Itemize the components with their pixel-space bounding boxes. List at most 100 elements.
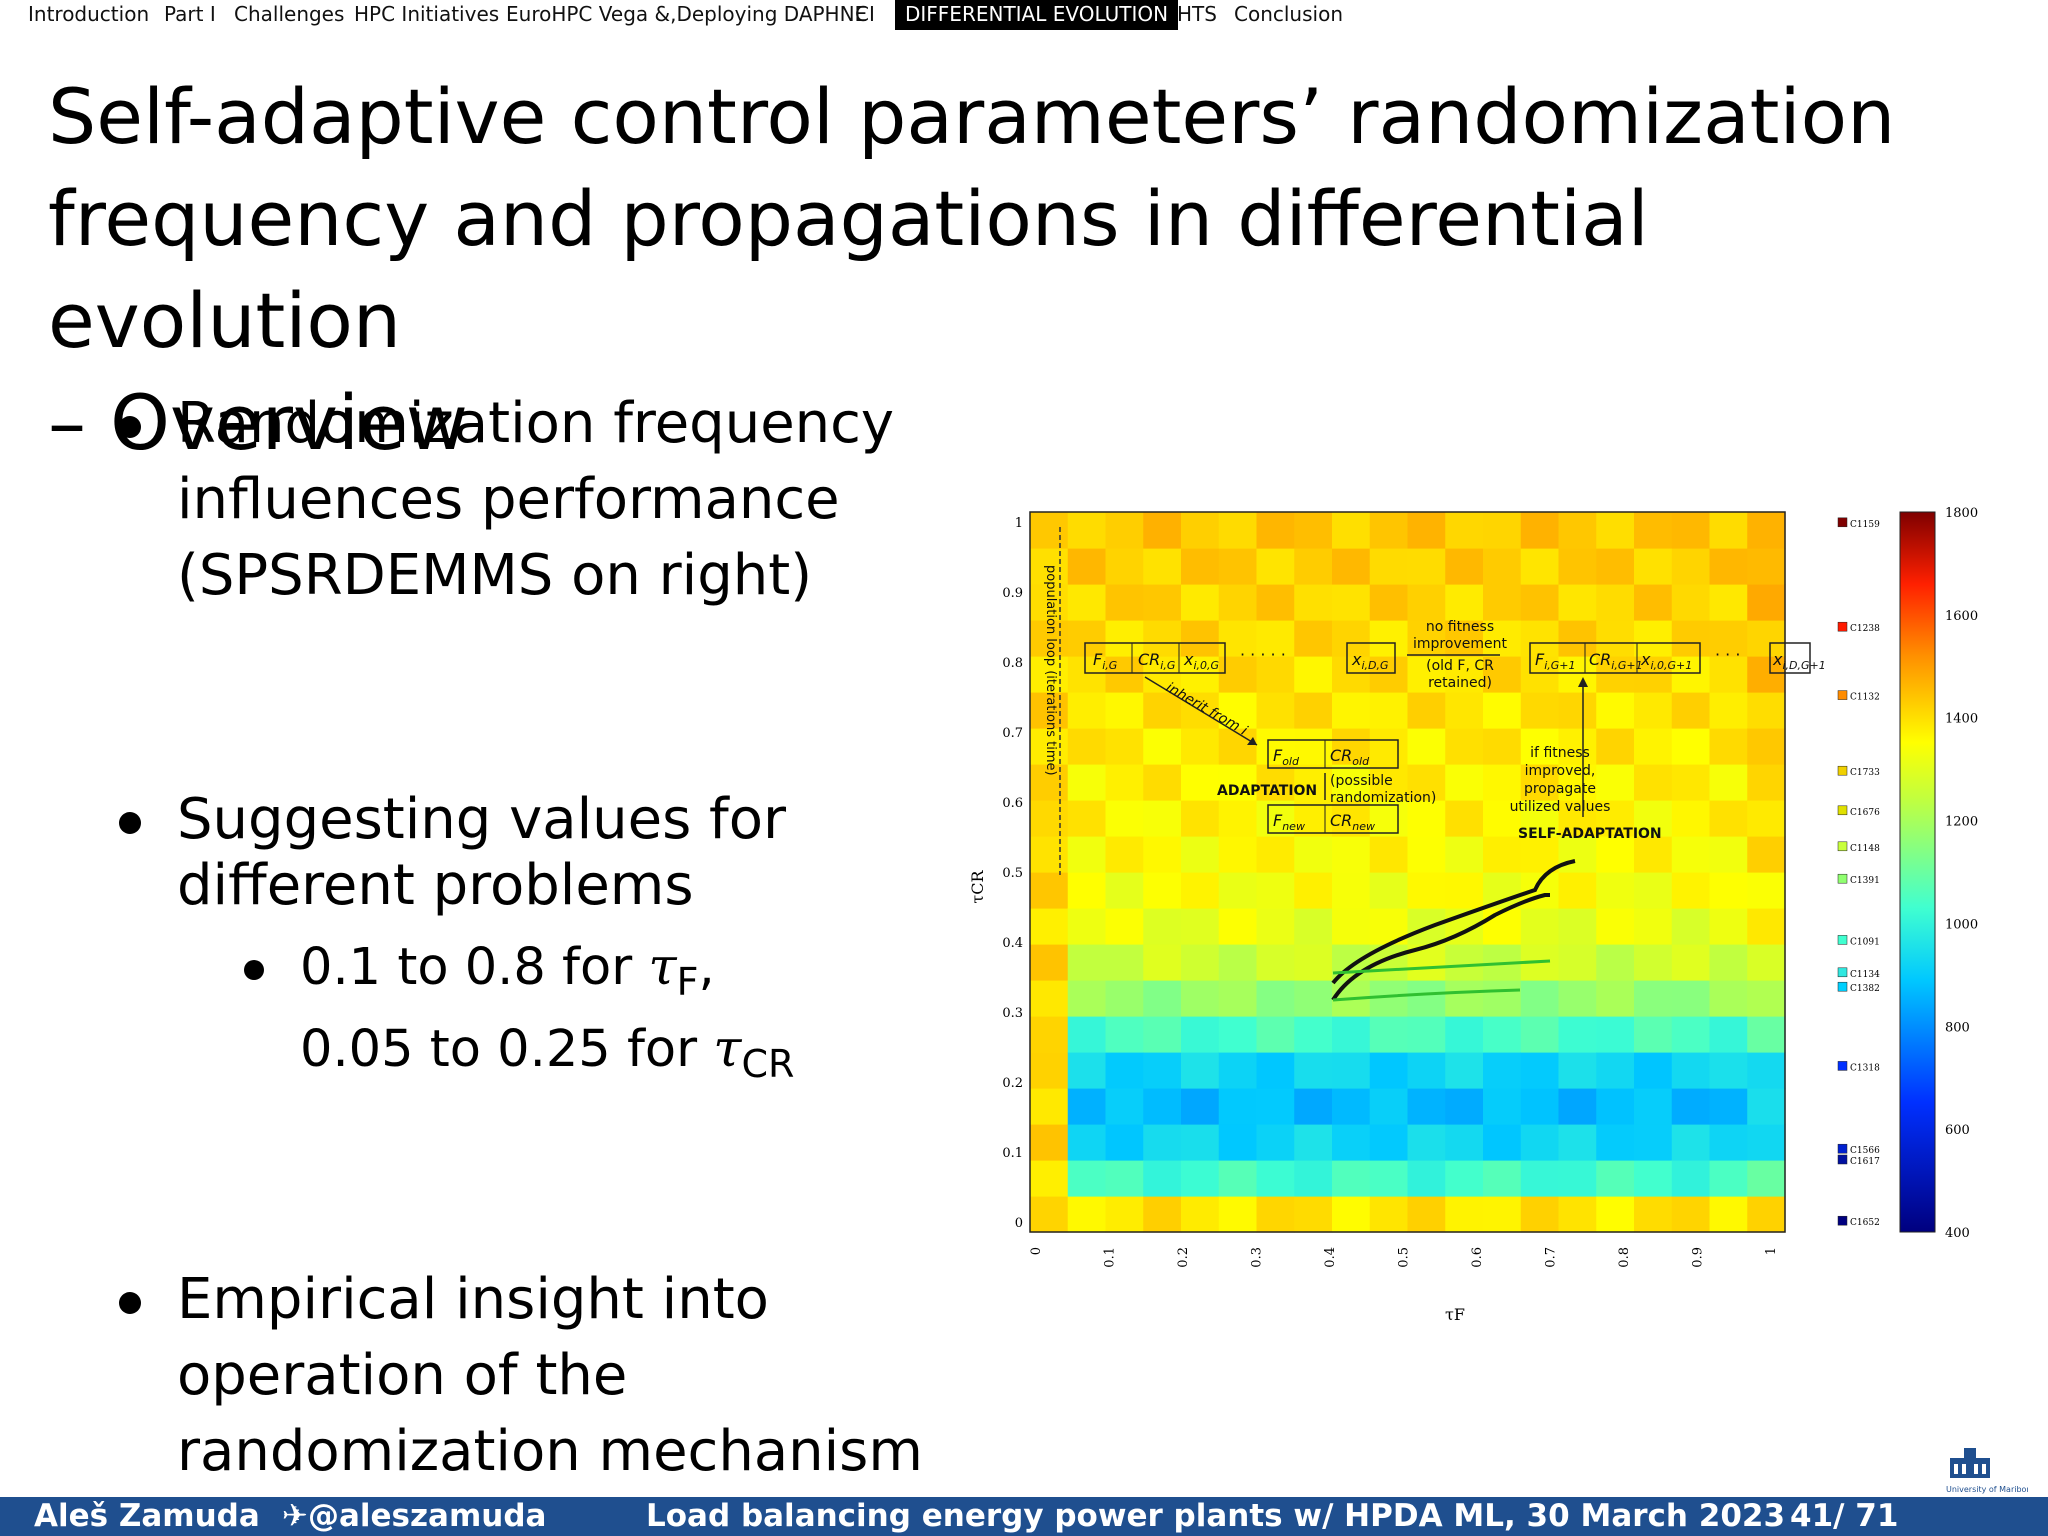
svg-text:xi,D,G+1: xi,D,G+1 [1772, 650, 1826, 672]
sub-bullet-values: 0.1 to 0.8 for τF, 0.05 to 0.25 for τCR [244, 934, 794, 1098]
nav-item-differential-evolution[interactable]: DIFFERENTIAL EVOLUTION [895, 0, 1179, 30]
nav-item-ci[interactable]: CI [855, 2, 875, 26]
heatmap-cell [1143, 980, 1182, 1017]
no-fitness-line: no fitness [1426, 619, 1494, 635]
heatmap-cell [1030, 872, 1069, 909]
heatmap-cell [1596, 512, 1635, 549]
heatmap-cell [1445, 1160, 1484, 1197]
heatmap-cell [1445, 800, 1484, 837]
heatmap-cell [1332, 836, 1371, 873]
heatmap-cell [1596, 1160, 1635, 1197]
heatmap-cell [1332, 548, 1371, 585]
heatmap-cell [1030, 1088, 1069, 1125]
heatmap-cell [1671, 1016, 1711, 1053]
x-axis-label: τF [1445, 1305, 1465, 1324]
heatmap-cell [1181, 1124, 1220, 1161]
heatmap-cell [1030, 1016, 1069, 1053]
heatmap-cell [1181, 728, 1220, 765]
legend-label: C1159 [1850, 520, 1880, 530]
heatmap-cell [1332, 1160, 1371, 1197]
heatmap-cell [1634, 1124, 1673, 1161]
bullet-line: Empirical insight into [177, 1267, 769, 1332]
heatmap-cell [1105, 656, 1144, 693]
heatmap-cell [1747, 1124, 1786, 1161]
heatmap-cell [1483, 1088, 1522, 1125]
heatmap-cell [1332, 1088, 1371, 1125]
nav-item-part-i[interactable]: Part I [164, 2, 216, 26]
heatmap-cell [1407, 728, 1446, 765]
colorbar-tick-label: 1000 [1945, 917, 1978, 932]
heatmap-cell [1143, 548, 1182, 585]
heatmap-cell [1067, 944, 1107, 981]
heatmap-cell [1143, 836, 1182, 873]
heatmap-cell [1256, 800, 1295, 837]
heatmap-cell [1256, 692, 1295, 729]
heatmap-cell [1520, 728, 1560, 765]
heatmap-cell [1520, 764, 1560, 801]
legend-swatch [1837, 517, 1848, 528]
heatmap-cell [1067, 836, 1107, 873]
heatmap-cell [1256, 944, 1295, 981]
legend-label: C1132 [1850, 693, 1880, 703]
legend-label: C1238 [1850, 624, 1880, 634]
heatmap-cell [1105, 908, 1144, 945]
heatmap-cell [1030, 584, 1069, 621]
y-tick-label: 0.6 [1002, 796, 1023, 811]
heatmap-cell [1671, 872, 1711, 909]
heatmap-cell [1143, 1052, 1182, 1089]
if-fitness-line: if fitness [1530, 745, 1590, 761]
heatmap-cell [1634, 908, 1673, 945]
trajectory-3 [1332, 988, 1521, 1002]
heatmap-cell [1709, 1052, 1748, 1089]
bullet-line: randomization mechanism [177, 1419, 923, 1484]
heatmap-cell [1369, 512, 1409, 549]
heatmap-cell [1294, 908, 1333, 945]
heatmap-cell [1332, 908, 1371, 945]
heatmap-cell [1256, 656, 1295, 693]
heatmap-cell [1143, 728, 1182, 765]
heatmap-cell [1596, 620, 1635, 657]
y-tick-label: 0.3 [1002, 1006, 1023, 1021]
footer-twitter[interactable]: ✈@aleszamuda [282, 1498, 547, 1534]
heatmap-cell [1143, 764, 1182, 801]
heatmap-cell [1634, 1160, 1673, 1197]
heatmap-cell [1483, 692, 1522, 729]
heatmap-cell [1256, 1088, 1295, 1125]
heatmap-cell [1067, 800, 1107, 837]
heatmap-cell [1256, 836, 1295, 873]
heatmap-cell [1218, 1160, 1258, 1197]
heatmap-cell [1709, 1160, 1748, 1197]
nav-item-challenges[interactable]: Challenges [234, 2, 345, 26]
heatmap-cell [1747, 512, 1786, 549]
y-tick-label: 0 [1015, 1216, 1023, 1231]
y-tick-label: 1 [1015, 516, 1023, 531]
heatmap-cell [1520, 836, 1560, 873]
heatmap-cell [1181, 584, 1220, 621]
heatmap-cell [1256, 764, 1295, 801]
heatmap-cell [1294, 1160, 1333, 1197]
nav-item-hts[interactable]: HTS [1177, 2, 1217, 26]
nav-item-introduction[interactable]: Introduction [28, 2, 150, 26]
nav-item-hpc-initiatives[interactable]: HPC Initiatives [354, 2, 500, 26]
heatmap-cell [1369, 692, 1409, 729]
heatmap-cell [1558, 836, 1597, 873]
heatmap-cell [1294, 728, 1333, 765]
heatmap-cell [1483, 908, 1522, 945]
heatmap-cell [1030, 620, 1069, 657]
nav-item-eurohpc-vega[interactable]: EuroHPC Vega &,Deploying DAPHNE [506, 2, 868, 26]
heatmap-cell [1747, 908, 1786, 945]
heatmap-cell [1143, 1196, 1182, 1233]
heatmap-cell [1067, 512, 1107, 549]
legend-label: C1733 [1850, 768, 1880, 778]
heatmap-cell [1520, 1016, 1560, 1053]
heatmap-cell [1030, 512, 1069, 549]
nav-item-conclusion[interactable]: Conclusion [1234, 2, 1343, 26]
heatmap-cell [1256, 620, 1295, 657]
legend-swatch [1837, 873, 1848, 884]
heatmap-cell [1558, 1124, 1597, 1161]
heatmap-cell [1218, 872, 1258, 909]
heatmap-cell [1520, 512, 1560, 549]
heatmap-cell [1445, 764, 1484, 801]
heatmap-cell [1105, 800, 1144, 837]
heatmap-cell [1030, 908, 1069, 945]
